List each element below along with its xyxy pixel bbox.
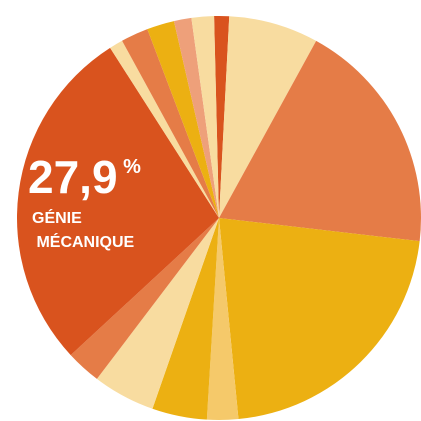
category-label: GÉNIE MÉCANIQUE xyxy=(32,208,135,251)
pie-slice xyxy=(110,40,219,218)
value-label-part: % xyxy=(118,156,142,178)
pie-slice xyxy=(219,218,420,420)
value-label: 27,9 % xyxy=(28,151,141,203)
pie-slice xyxy=(191,16,219,218)
pie-slice xyxy=(214,16,230,218)
category-label-line: MÉCANIQUE xyxy=(32,232,135,251)
pie-slice xyxy=(147,21,219,218)
category-label-line: GÉNIE xyxy=(32,208,82,227)
pie-slice xyxy=(17,47,220,356)
pie-slice xyxy=(206,218,239,421)
pie-slice xyxy=(96,218,219,409)
pie-slice xyxy=(173,17,219,218)
pie-slice xyxy=(70,218,219,379)
pie-slice xyxy=(219,40,421,242)
value-label-part: 27,9 xyxy=(28,151,118,203)
pie-slice xyxy=(219,16,317,219)
pie-slice xyxy=(122,29,219,219)
pie-slice xyxy=(152,218,219,420)
